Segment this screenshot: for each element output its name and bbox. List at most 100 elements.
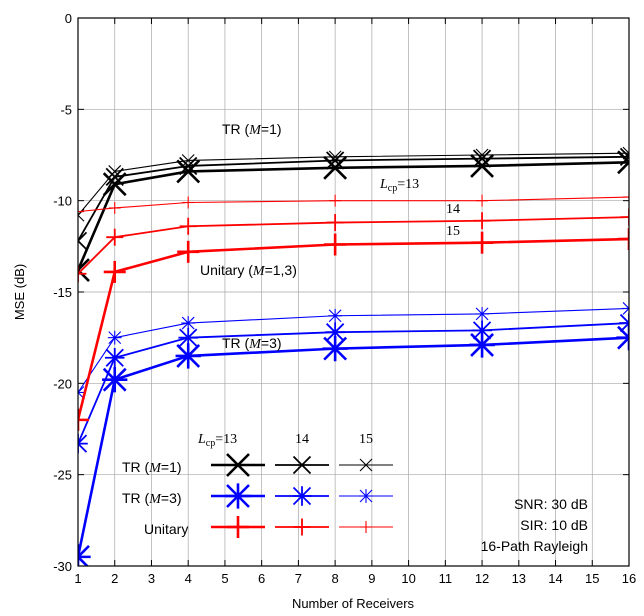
annotation-lcp-14: 14	[446, 202, 460, 217]
legend-samples	[211, 453, 393, 538]
data-point	[78, 205, 84, 218]
data-point	[179, 217, 197, 235]
legend: Lcp=13 14 15 TR (M=1) TR (M=3) Unitary	[122, 432, 393, 538]
data-point	[182, 196, 195, 209]
data-point	[619, 147, 629, 166]
legend-sample-unitary-13	[211, 516, 265, 538]
y-tick-label: -10	[53, 194, 72, 209]
y-tick-label: -25	[53, 468, 72, 483]
legend-header-14: 14	[295, 432, 309, 447]
legend-sample-tr3-13	[211, 483, 265, 509]
x-tick-label: 12	[475, 571, 489, 586]
legend-marker	[225, 483, 251, 509]
data-point	[107, 330, 122, 345]
series-layer	[78, 146, 629, 566]
x-tick-label: 16	[622, 571, 636, 586]
data-point	[103, 260, 126, 283]
data-point	[471, 231, 494, 254]
data-point	[78, 385, 85, 400]
data-point	[325, 322, 345, 342]
data-point	[476, 194, 489, 207]
data-point	[329, 194, 342, 207]
axis-ticks: 1 2 3 4 5 6 7 8 9 10 11 12 13 14 15 160-5-10-15-20-25-3…	[53, 11, 636, 586]
data-point	[325, 151, 345, 170]
x-tick-label: 7	[295, 571, 302, 586]
series-unitary-lcp-13	[78, 228, 629, 431]
legend-sample-unitary-15	[339, 521, 393, 533]
data-point	[176, 159, 201, 184]
series-line	[78, 336, 629, 558]
x-tick-label: 3	[148, 571, 155, 586]
data-point	[328, 150, 342, 164]
y-tick-label: -5	[60, 102, 72, 117]
series-line	[78, 196, 629, 213]
series-line	[78, 161, 629, 271]
x-tick-label: 5	[221, 571, 228, 586]
legend-marker	[292, 486, 312, 506]
data-point	[78, 231, 88, 250]
y-tick-label: -20	[53, 376, 72, 391]
data-point	[181, 154, 195, 167]
legend-sample-tr3-14	[275, 486, 329, 506]
data-point	[175, 343, 201, 369]
data-point	[181, 316, 196, 330]
x-tick-label: 15	[585, 571, 599, 586]
data-point	[475, 307, 489, 321]
data-point	[102, 172, 127, 197]
annotation-lcp-13: Lcp=13	[379, 177, 419, 194]
legend-marker	[227, 516, 249, 538]
data-point	[472, 149, 492, 168]
y-tick-label: -15	[53, 285, 72, 300]
legend-label-tr-m3: TR (M=3)	[122, 490, 182, 507]
data-point	[104, 347, 125, 368]
y-axis-title: MSE (dB)	[12, 264, 27, 320]
x-tick-label: 2	[111, 571, 118, 586]
data-point	[622, 301, 629, 316]
x-tick-label: 6	[258, 571, 265, 586]
annotation-tr-m3: TR (M=3)	[222, 335, 282, 352]
series-unitary-lcp-15	[78, 191, 629, 218]
series-tr3-lcp-14	[78, 313, 629, 454]
data-point	[622, 146, 629, 160]
series-line	[78, 155, 629, 242]
x-tick-label: 4	[185, 571, 192, 586]
data-point	[472, 320, 492, 341]
info-channel: 16-Path Rayleigh	[481, 538, 588, 554]
legend-sample-tr1-15	[339, 458, 393, 472]
legend-marker	[292, 455, 312, 475]
data-point	[105, 167, 124, 187]
legend-header-lcp-13: Lcp=13	[197, 432, 237, 449]
annotation-tr-m1: TR (M=1)	[222, 121, 282, 138]
data-point	[178, 327, 198, 348]
annotation-lcp-15: 15	[446, 224, 460, 239]
legend-sample-tr3-15	[339, 489, 393, 503]
data-point	[618, 228, 629, 251]
data-point	[619, 313, 629, 333]
x-tick-label: 14	[548, 571, 562, 586]
legend-marker	[360, 521, 372, 533]
data-point	[475, 148, 489, 162]
grid	[78, 18, 629, 566]
series-line	[78, 237, 629, 421]
legend-marker	[226, 453, 250, 477]
data-point	[328, 308, 343, 323]
data-point	[78, 265, 87, 283]
data-point	[617, 150, 629, 175]
legend-header-15: 15	[359, 432, 373, 447]
data-point	[78, 258, 90, 282]
x-tick-label: 1	[74, 571, 81, 586]
x-tick-label: 13	[512, 571, 526, 586]
data-point	[473, 212, 491, 230]
series-line	[78, 322, 629, 444]
series-unitary-lcp-14	[78, 208, 629, 283]
y-tick-label: -30	[53, 559, 72, 574]
legend-sample-tr1-13	[211, 453, 265, 477]
annotation-unitary: Unitary (M=1,3)	[200, 262, 297, 279]
data-point	[177, 240, 200, 263]
x-tick-label: 8	[332, 571, 339, 586]
y-tick-label: 0	[65, 11, 72, 26]
series-line	[78, 216, 629, 275]
x-axis-title: Number of Receivers	[292, 596, 415, 611]
data-point	[108, 165, 122, 178]
